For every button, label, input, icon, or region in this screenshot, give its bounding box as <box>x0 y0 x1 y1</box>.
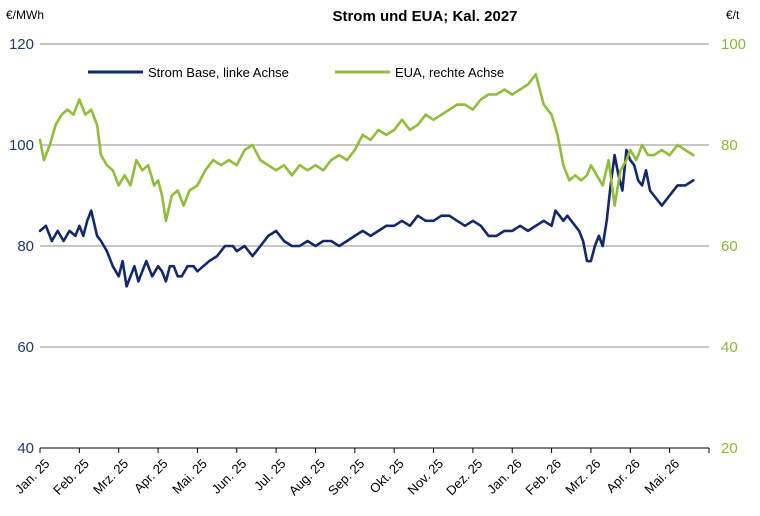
right-tick-label: 40 <box>721 339 738 356</box>
legend-label-eua: EUA, rechte Achse <box>395 65 504 80</box>
left-tick-label: 60 <box>17 339 34 356</box>
right-axis-unit: €/t <box>726 8 740 22</box>
x-tick-label: Apr. 26 <box>603 456 643 496</box>
left-tick-label: 120 <box>9 36 34 53</box>
right-tick-label: 20 <box>721 440 738 457</box>
x-tick-label: Nov. 25 <box>404 456 446 498</box>
gridlines <box>40 43 709 348</box>
right-tick-label: 100 <box>721 36 746 53</box>
x-tick-label: Mai. 25 <box>169 456 210 497</box>
x-tick-label: Jan. 26 <box>484 456 525 497</box>
left-tick-label: 40 <box>17 440 34 457</box>
x-tick-label: Feb. 26 <box>522 456 564 498</box>
x-tick-label: Jul. 25 <box>251 456 289 494</box>
chart-title: Strom und EUA; Kal. 2027 <box>332 8 517 25</box>
left-tick-label: 100 <box>9 137 34 154</box>
series-lines <box>38 73 695 288</box>
series-line-strom-base <box>38 148 695 288</box>
x-tick-label: Apr. 25 <box>131 456 171 496</box>
x-tick-label: Feb. 25 <box>50 456 92 498</box>
x-tick-label: Aug. 25 <box>286 456 328 498</box>
x-tick-label: Sep. 25 <box>325 456 367 498</box>
x-tick-label: Mrz. 26 <box>562 456 603 497</box>
x-tick-label: Jan. 25 <box>12 456 53 497</box>
x-tick-label: Dez. 25 <box>443 456 485 498</box>
legend: Strom Base, linke Achse EUA, rechte Achs… <box>88 65 504 80</box>
series-line-eua <box>38 73 695 223</box>
x-tick-label: Okt. 25 <box>366 456 406 496</box>
x-tick-label: Mai. 26 <box>641 456 682 497</box>
left-axis-unit: €/MWh <box>6 8 44 22</box>
left-tick-labels: 40 60 80 100 120 <box>9 36 34 457</box>
x-tick-label: Mrz. 25 <box>90 456 131 497</box>
right-tick-label: 60 <box>721 238 738 255</box>
right-tick-labels: 20 40 60 80 100 <box>721 36 746 457</box>
left-tick-label: 80 <box>17 238 34 255</box>
x-tick-marks <box>39 448 710 453</box>
right-tick-label: 80 <box>721 137 738 154</box>
legend-label-strom: Strom Base, linke Achse <box>148 65 289 80</box>
x-tick-label: Jun. 25 <box>209 456 250 497</box>
